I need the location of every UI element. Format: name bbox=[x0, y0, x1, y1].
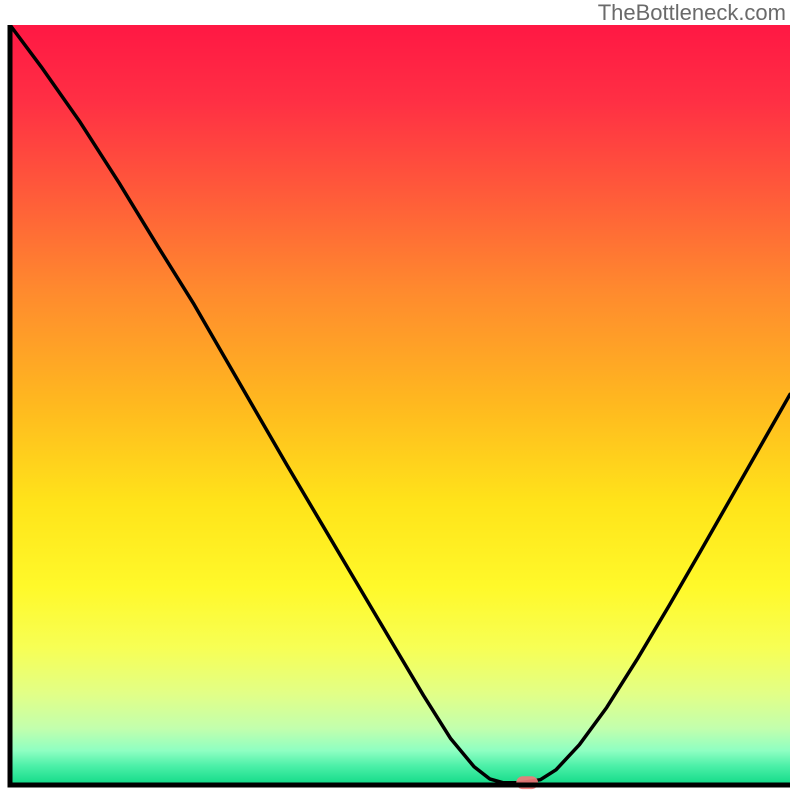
bottleneck-chart: TheBottleneck.com bbox=[0, 0, 800, 800]
chart-svg bbox=[0, 0, 800, 800]
gradient-background bbox=[10, 25, 790, 785]
